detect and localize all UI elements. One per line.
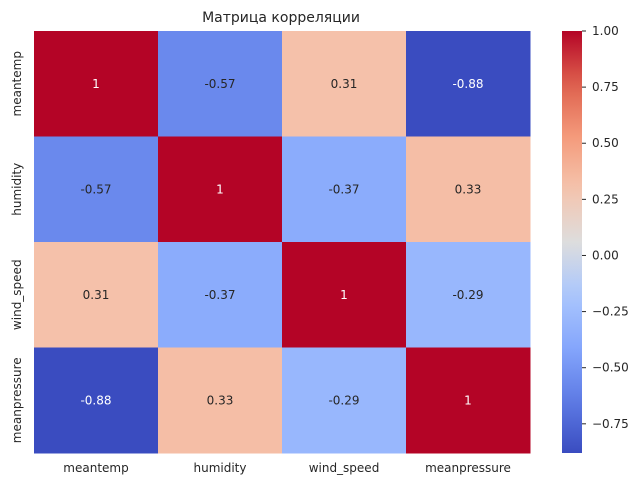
y-tick-label: humidity: [10, 163, 24, 216]
cell-value-label: 0.31: [83, 288, 110, 302]
colorbar-tick-label: 1.00: [592, 24, 619, 38]
cell-value-label: -0.29: [452, 288, 483, 302]
x-tick-label: meanpressure: [425, 461, 511, 475]
heatmap-cell: [282, 242, 407, 348]
colorbar-tick-label: −0.50: [592, 361, 629, 375]
chart-title: Матрица корреляции: [202, 10, 360, 26]
cell-value-label: 1: [464, 393, 472, 407]
y-tick-label: meantemp: [10, 51, 24, 116]
cell-value-label: 1: [92, 77, 100, 91]
heatmap-cells: [34, 31, 531, 454]
colorbar-tick-label: −0.75: [592, 417, 629, 431]
cell-value-label: -0.57: [204, 77, 235, 91]
heatmap-cell: [158, 242, 283, 348]
heatmap-cell: [282, 136, 407, 243]
heatmap-cell: [34, 347, 159, 454]
heatmap-cell: [406, 347, 531, 454]
colorbar-tick-label: 0.00: [592, 248, 619, 262]
colorbar-ticks: 1.00 0.75 0.50 0.25 0.00 −0.25 −0.50 −0.75: [582, 24, 629, 431]
heatmap-cell: [406, 242, 531, 348]
x-tick-label: wind_speed: [309, 461, 380, 475]
heatmap-cell: [158, 31, 283, 137]
cell-value-label: -0.57: [80, 182, 111, 196]
cell-value-label: -0.88: [452, 77, 483, 91]
cell-value-label: -0.37: [204, 288, 235, 302]
heatmap-cell-labels: 1 -0.57 0.31 -0.88 -0.57 1 -0.37 0.33 0.31 -0.37 1…: [80, 77, 483, 408]
colorbar: [562, 31, 582, 453]
cell-value-label: 0.33: [455, 182, 482, 196]
cell-value-label: 1: [216, 182, 224, 196]
y-axis-tick-labels: meantemp humidity wind_speed meanpressure: [10, 51, 24, 443]
heatmap-cell: [34, 136, 159, 243]
cell-value-label: 0.33: [207, 393, 234, 407]
cell-value-label: -0.29: [328, 393, 359, 407]
colorbar-tick-label: 0.25: [592, 192, 619, 206]
heatmap-cell: [282, 31, 407, 137]
x-axis-tick-labels: meantemp humidity wind_speed meanpressure: [63, 461, 511, 475]
heatmap-cell: [282, 347, 407, 454]
heatmap-cell: [158, 347, 283, 454]
colorbar-tick-label: 0.75: [592, 80, 619, 94]
heatmap-cell: [406, 136, 531, 243]
colorbar-tick-label: 0.50: [592, 136, 619, 150]
colorbar-tick-label: −0.25: [592, 305, 629, 319]
heatmap-cell: [158, 136, 283, 243]
heatmap-cell: [34, 31, 159, 137]
heatmap-cell: [34, 242, 159, 348]
cell-value-label: -0.88: [80, 393, 111, 407]
x-tick-label: humidity: [194, 461, 247, 475]
cell-value-label: 1: [340, 288, 348, 302]
x-tick-label: meantemp: [63, 461, 128, 475]
cell-value-label: 0.31: [331, 77, 358, 91]
cell-value-label: -0.37: [328, 182, 359, 196]
heatmap-cell: [406, 31, 531, 137]
y-tick-label: wind_speed: [10, 259, 24, 330]
y-tick-label: meanpressure: [10, 357, 24, 443]
